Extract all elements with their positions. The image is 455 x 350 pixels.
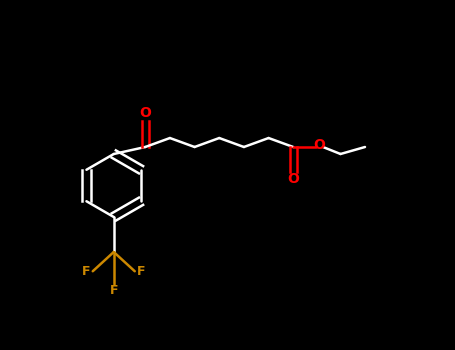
Text: F: F — [137, 265, 145, 278]
Text: O: O — [313, 138, 325, 152]
Text: F: F — [82, 265, 91, 278]
Text: O: O — [139, 106, 151, 120]
Text: O: O — [287, 172, 299, 186]
Text: F: F — [110, 284, 118, 297]
